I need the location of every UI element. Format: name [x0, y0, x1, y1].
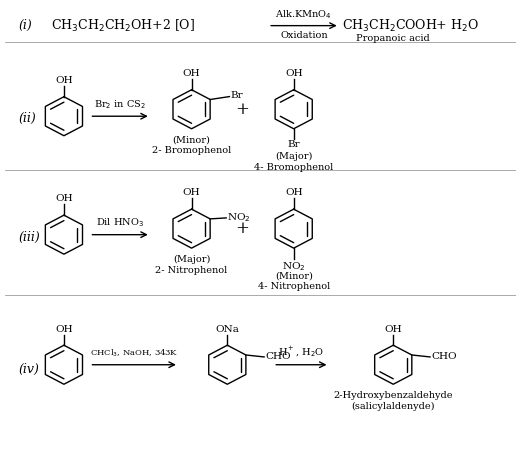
Text: CHO: CHO	[265, 352, 291, 361]
Text: 2- Nitrophenol: 2- Nitrophenol	[155, 266, 228, 275]
Text: Br$_2$ in CS$_2$: Br$_2$ in CS$_2$	[94, 98, 146, 110]
Text: Br: Br	[230, 91, 243, 100]
Text: OH: OH	[285, 69, 303, 78]
Text: OH: OH	[183, 189, 201, 198]
Text: (iii): (iii)	[18, 230, 40, 244]
Text: (salicylaldenyde): (salicylaldenyde)	[352, 402, 435, 411]
Text: OH: OH	[55, 194, 73, 203]
Text: CHCl$_3$, NaOH, 343K: CHCl$_3$, NaOH, 343K	[90, 347, 178, 359]
Text: Br: Br	[288, 140, 300, 149]
Text: Propanoic acid: Propanoic acid	[356, 34, 430, 43]
Text: Alk.KMnO$_4$: Alk.KMnO$_4$	[276, 8, 332, 20]
Text: Oxidation: Oxidation	[280, 31, 328, 40]
Text: OH: OH	[55, 76, 73, 85]
Text: (Minor): (Minor)	[275, 272, 313, 281]
Text: NO$_2$: NO$_2$	[227, 211, 251, 224]
Text: 2- Bromophenol: 2- Bromophenol	[152, 146, 231, 155]
Text: OH: OH	[183, 69, 201, 78]
Text: (Minor): (Minor)	[172, 136, 210, 145]
Text: (Major): (Major)	[275, 152, 313, 161]
Text: +: +	[235, 220, 250, 237]
Text: (i): (i)	[18, 19, 32, 32]
Text: H$^+$, H$_2$O: H$^+$, H$_2$O	[278, 345, 325, 359]
Text: CH$_3$CH$_2$COOH+ H$_2$O: CH$_3$CH$_2$COOH+ H$_2$O	[342, 18, 479, 34]
Text: CHO: CHO	[431, 352, 457, 361]
Text: 2-Hydroxybenzaldehyde: 2-Hydroxybenzaldehyde	[333, 391, 453, 400]
Text: Dil HNO$_3$: Dil HNO$_3$	[96, 216, 144, 229]
Text: OH: OH	[384, 325, 402, 334]
Text: 4- Nitrophenol: 4- Nitrophenol	[257, 282, 330, 291]
Text: (Major): (Major)	[173, 255, 210, 264]
Text: (iv): (iv)	[18, 363, 39, 376]
Text: NO$_2$: NO$_2$	[282, 260, 305, 273]
Text: +: +	[235, 101, 250, 118]
Text: ONa: ONa	[215, 325, 239, 334]
Text: OH: OH	[285, 189, 303, 198]
Text: (ii): (ii)	[18, 112, 36, 125]
Text: 4- Bromophenol: 4- Bromophenol	[254, 163, 333, 172]
Text: CH$_3$CH$_2$CH$_2$OH+2 [O]: CH$_3$CH$_2$CH$_2$OH+2 [O]	[51, 18, 195, 34]
Text: OH: OH	[55, 325, 73, 334]
